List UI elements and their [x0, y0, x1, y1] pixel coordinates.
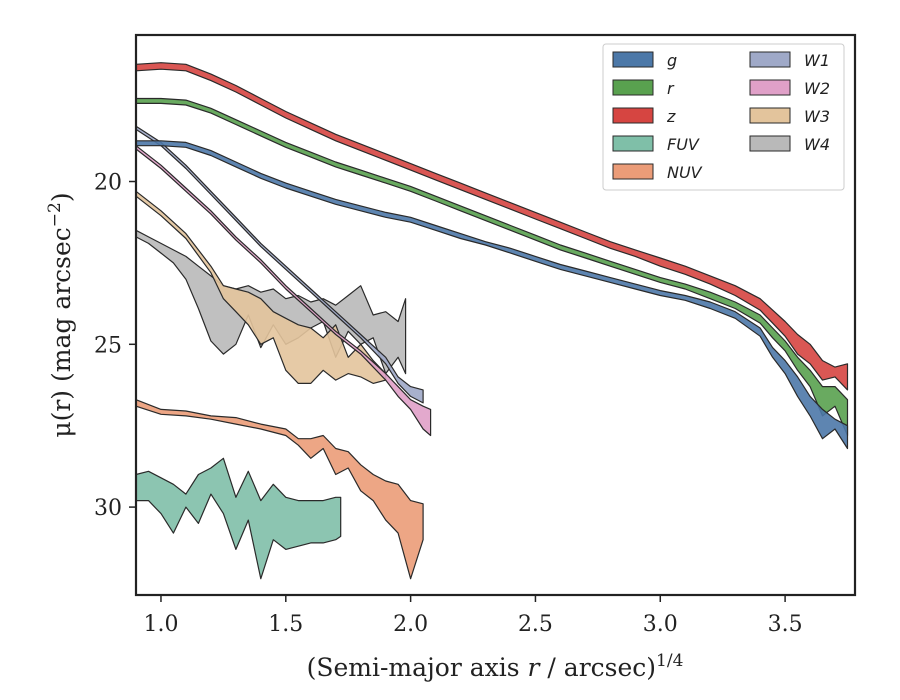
- y-axis-title: μ(r) (mag arcsec−2): [45, 192, 76, 437]
- legend-label-z: z: [666, 107, 676, 126]
- series-band-w2: [135, 145, 432, 437]
- legend: grz FUV NUV W1 W2 W3 W4: [602, 43, 845, 191]
- series-band-nuv: [135, 399, 424, 580]
- legend-swatch-fuv: [612, 135, 654, 152]
- series-band-fuv: [135, 457, 342, 580]
- y-tick-label: 20: [94, 171, 122, 196]
- y-ticks: 20 25 30: [94, 171, 136, 521]
- legend-swatch-z: [612, 107, 654, 124]
- y-tick-label: 25: [94, 333, 122, 358]
- legend-label-w1: W1: [804, 51, 830, 70]
- y-axis-label-close: ): [47, 192, 76, 202]
- legend-label-w2: W2: [804, 79, 830, 98]
- x-tick-label: 3.0: [643, 612, 678, 637]
- legend-label-r: r: [667, 79, 675, 98]
- series-band-g: [135, 140, 849, 450]
- x-tick-label: 2.5: [518, 612, 553, 637]
- legend-label-w3: W3: [804, 107, 830, 126]
- series-band-w1: [135, 125, 424, 404]
- plot-frame: [134, 33, 857, 597]
- x-tick-label: 1.5: [268, 612, 303, 637]
- series-layer: [135, 62, 849, 580]
- legend-swatch-nuv: [612, 163, 654, 180]
- x-axis-title: (Semi-major axis r / arcsec)1/4: [307, 651, 684, 682]
- legend-swatch-w3: [749, 107, 791, 124]
- y-tick-label: 30: [94, 496, 122, 521]
- legend-swatch-w1: [749, 51, 791, 68]
- legend-swatch-r: [612, 79, 654, 96]
- series-band-z: [135, 62, 849, 391]
- y-axis-label-main: μ(r) (mag arcsec: [47, 227, 76, 437]
- legend-swatch-w4: [749, 135, 791, 152]
- x-tick-label: 2.0: [393, 612, 428, 637]
- legend-label-nuv: NUV: [667, 163, 703, 182]
- y-axis-label-superscript: −2: [45, 202, 65, 227]
- legend-swatch-w2: [749, 79, 791, 96]
- x-ticks: 1.0 1.5 2.0 2.5 3.0 3.5: [143, 595, 803, 637]
- x-axis-label-part1: (Semi-major axis r / arcsec): [307, 653, 656, 682]
- x-axis-label-italic: r: [528, 653, 542, 682]
- x-axis-label-superscript: 1/4: [656, 651, 683, 671]
- x-tick-label: 3.5: [768, 612, 803, 637]
- legend-label-g: g: [667, 51, 677, 70]
- legend-swatch-g: [612, 51, 654, 68]
- x-tick-label: 1.0: [143, 612, 178, 637]
- legend-label-w4: W4: [804, 135, 830, 154]
- legend-label-fuv: FUV: [667, 135, 700, 154]
